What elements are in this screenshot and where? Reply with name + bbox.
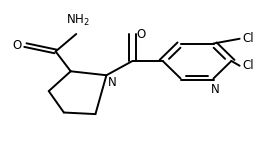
Text: N: N <box>211 83 219 96</box>
Text: O: O <box>12 39 21 52</box>
Text: N: N <box>108 76 116 89</box>
Text: NH$_2$: NH$_2$ <box>66 13 89 28</box>
Text: Cl: Cl <box>242 59 254 72</box>
Text: O: O <box>137 28 146 40</box>
Text: Cl: Cl <box>242 32 254 45</box>
